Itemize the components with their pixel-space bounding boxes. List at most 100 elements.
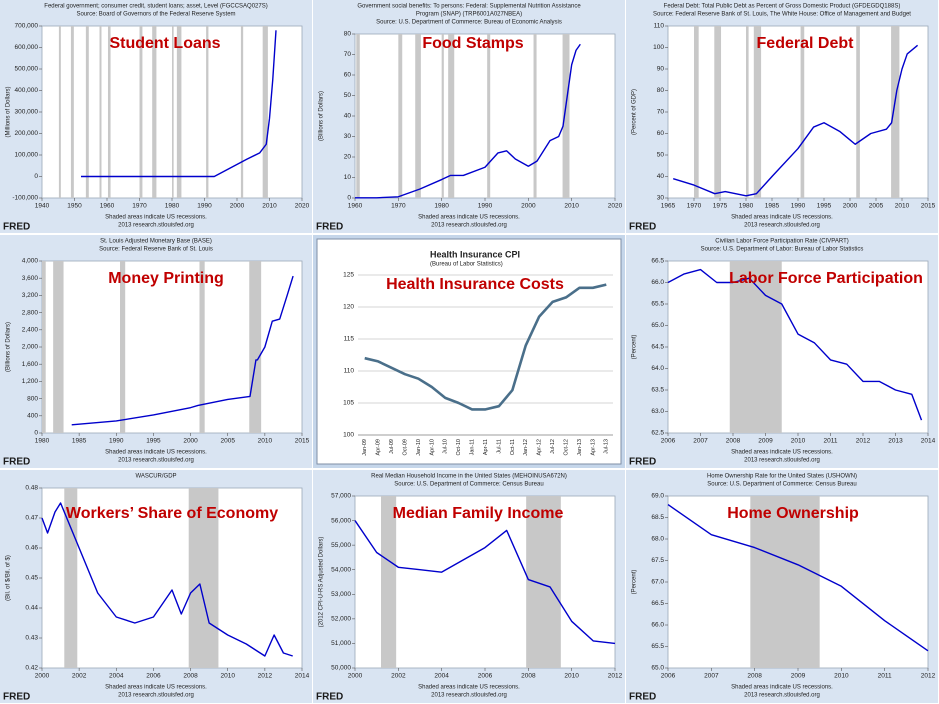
fred-logo: FRED — [3, 692, 30, 703]
y-tick-label: 0 — [34, 173, 38, 180]
recession-band — [891, 26, 900, 198]
x-tick-label: 1950 — [67, 203, 82, 210]
recession-band — [753, 26, 762, 198]
y-tick-label: 66.0 — [651, 279, 664, 286]
y-tick-label: 2,400 — [22, 327, 39, 334]
recession-band — [240, 26, 244, 198]
y-tick-label: 30 — [344, 133, 352, 140]
y-tick-label: 67.0 — [651, 579, 664, 586]
x-tick-label: 2012 — [856, 438, 871, 445]
y-tick-label: 70 — [344, 51, 352, 58]
y-tick-label: 65.0 — [651, 665, 664, 672]
x-tick-label: 2007 — [693, 438, 708, 445]
y-axis-label: (2012 CPI-U-RS Adjusted Dollars) — [319, 537, 325, 628]
y-tick-label: 300,000 — [15, 109, 39, 116]
x-tick-label: Jul-11 — [496, 439, 502, 454]
x-tick-label: Jul-09 — [389, 439, 395, 454]
recession-band — [487, 34, 491, 198]
recession-band — [533, 34, 537, 198]
chart-panel: Health Insurance CPI (Bureau of Labor Sta… — [313, 235, 625, 468]
y-tick-label: 105 — [343, 400, 354, 407]
y-tick-label: 0 — [347, 195, 351, 202]
chart-panel: Real Median Household Income in the Unit… — [313, 470, 625, 703]
x-tick-label: 2014 — [295, 673, 310, 680]
y-axis-label: (Percent) — [632, 570, 638, 595]
recession-band — [729, 261, 782, 433]
y-tick-label: 51,000 — [331, 640, 351, 647]
data-line — [355, 43, 581, 199]
y-tick-label: 100 — [343, 432, 354, 439]
y-tick-label: 400 — [27, 413, 38, 420]
y-tick-label: 63.5 — [651, 387, 664, 394]
annotation: Student Loans — [109, 35, 220, 52]
x-tick-label: 1990 — [109, 438, 124, 445]
x-tick-label: 1960 — [348, 203, 363, 210]
x-tick-label: Oct-10 — [456, 439, 462, 456]
y-tick-label: 66.5 — [651, 258, 664, 265]
x-tick-label: 2009 — [758, 438, 773, 445]
y-tick-label: 64.5 — [651, 344, 664, 351]
x-tick-label: 2006 — [478, 673, 493, 680]
header-line: Federal Debt: Total Public Debt as Perce… — [664, 4, 901, 10]
data-line — [667, 268, 923, 421]
y-axis-label: (Billions of Dollars) — [6, 322, 12, 372]
y-axis-label: (Bil. of $/Bil. of $) — [6, 555, 12, 601]
recession-band — [562, 34, 570, 198]
y-tick-label: 3,200 — [22, 292, 39, 299]
plot-area — [667, 25, 929, 199]
recession-band — [750, 496, 820, 668]
recession-band — [206, 26, 209, 198]
y-tick-label: 68.0 — [651, 536, 664, 543]
annotation: Money Printing — [108, 270, 224, 287]
footer-note: Shaded areas indicate US recessions. — [105, 685, 207, 691]
recession-band — [176, 26, 182, 198]
y-tick-label: 60 — [344, 72, 352, 79]
annotation: Labor Force Participation — [729, 270, 923, 287]
recession-band — [526, 496, 561, 668]
chart-panel: St. Louis Adjusted Monetary Base (BASE) S… — [0, 235, 312, 468]
x-tick-label: Oct-09 — [402, 439, 408, 456]
plot-area — [41, 487, 303, 669]
y-tick-label: 0.42 — [25, 665, 38, 672]
footer-source: 2013 research.stlouisfed.org — [118, 693, 194, 699]
footer-note: Shaded areas indicate US recessions. — [731, 685, 833, 691]
y-tick-label: 60 — [657, 130, 665, 137]
footer-source: 2013 research.stlouisfed.org — [118, 223, 194, 229]
y-tick-label: 53,000 — [331, 591, 351, 598]
recession-band — [746, 26, 749, 198]
y-tick-label: 0.47 — [25, 515, 38, 522]
x-tick-label: 1985 — [72, 438, 87, 445]
x-tick-label: 1940 — [35, 203, 50, 210]
header-line: Source: U.S. Department of Commerce: Cen… — [707, 482, 856, 488]
x-tick-label: Apr-11 — [483, 439, 489, 455]
recession-band — [188, 488, 219, 668]
y-tick-label: 55,000 — [331, 542, 351, 549]
panel-inner — [316, 238, 622, 465]
footer-note: Shaded areas indicate US recessions. — [418, 215, 520, 221]
x-tick-label: 2000 — [183, 438, 198, 445]
header-line: Civilian Labor Force Participation Rate … — [715, 239, 849, 245]
x-tick-label: 1985 — [765, 203, 780, 210]
x-tick-label: Jan-09 — [362, 439, 368, 456]
recession-band — [152, 26, 157, 198]
y-tick-label: 1,200 — [22, 378, 39, 385]
y-tick-label: 10 — [344, 174, 352, 181]
y-tick-label: -100,000 — [12, 195, 38, 202]
y-tick-label: 100,000 — [15, 152, 39, 159]
chart-panel: Federal government; consumer credit, stu… — [0, 0, 312, 233]
recession-band — [70, 26, 74, 198]
x-tick-label: Jan-11 — [470, 439, 476, 455]
y-tick-label: 40 — [344, 113, 352, 120]
x-tick-label: 2000 — [230, 203, 245, 210]
recession-band — [441, 34, 444, 198]
annotation: Federal Debt — [757, 35, 855, 52]
y-tick-label: 63.0 — [651, 408, 664, 415]
footer-note: Shaded areas indicate US recessions. — [105, 450, 207, 456]
header-line: St. Louis Adjusted Monetary Base (BASE) — [100, 239, 212, 245]
x-tick-label: Jul-12 — [550, 439, 556, 454]
x-tick-label: 2000 — [521, 203, 536, 210]
y-tick-label: 600,000 — [15, 44, 39, 51]
y-axis-label: (Percent) — [632, 335, 638, 360]
recession-band — [398, 34, 403, 198]
chart-panel: WASCUR/GDP (Bil. of $/Bil. of $) Shaded ar… — [0, 470, 312, 703]
